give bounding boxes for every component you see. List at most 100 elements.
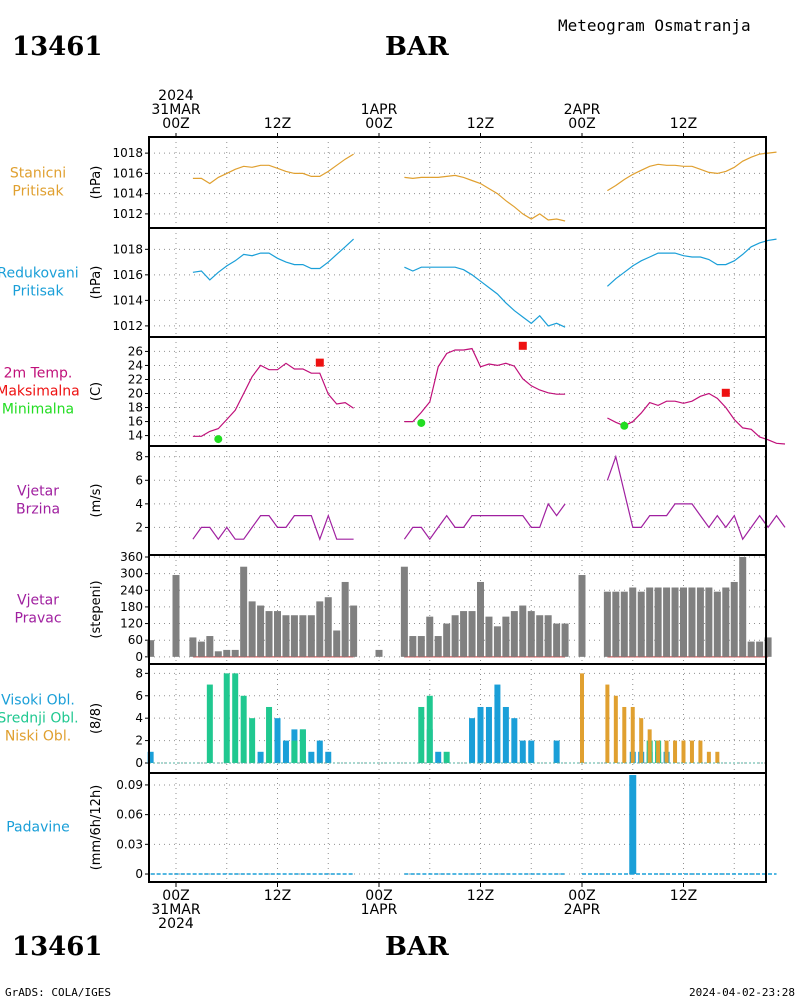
series-line-1 (192, 238, 355, 281)
wind-direction-bar (333, 630, 341, 657)
y-axis-label: (stepeni) (89, 580, 104, 638)
wind-direction-bar (316, 601, 324, 657)
cloud-bar-low-cloud (689, 740, 694, 763)
cloud-bar-low-cloud (673, 740, 678, 763)
cloud-bar-low-cloud (664, 740, 669, 763)
tmin-marker (214, 435, 223, 444)
top-time-label: 31MAR (151, 102, 200, 118)
bottom-time-label: 12Z (670, 888, 697, 904)
panel-label: Stanicni (10, 166, 66, 182)
tmin-marker (417, 418, 426, 427)
cloud-bar-low-cloud (681, 740, 686, 763)
station-id-bottom: 13461 (12, 932, 102, 962)
wind-direction-bar (730, 581, 738, 657)
y-tick-label: 6 (135, 473, 143, 487)
station-name-bottom: BAR (385, 932, 449, 962)
top-time-label: 12Z (467, 116, 494, 132)
top-time-label: 12Z (264, 116, 291, 132)
y-tick-label: 0 (135, 650, 143, 664)
wind-direction-bar (223, 649, 231, 657)
wind-direction-bar (646, 587, 654, 657)
series-line-2 (404, 174, 566, 222)
panel-label: Minimalna (2, 402, 74, 418)
cloud-bar-low-cloud (605, 684, 610, 763)
y-tick-label: 2 (135, 734, 143, 748)
bottom-time-label: 2APR (564, 902, 601, 918)
cloud-bar-high-cloud (308, 751, 315, 763)
panel-wind_direction: 0 60 120 180 240 300 360 (stepeni) Vjetar Pravac (14, 550, 772, 665)
cloud-bar-high-cloud (147, 751, 154, 763)
y-tick-label: 1016 (112, 268, 143, 282)
panel-label: Maksimalna (0, 384, 80, 400)
cloud-bar-mid-cloud (232, 673, 239, 763)
y-tick-label: 1018 (112, 146, 143, 160)
cloud-bar-mid-cloud (266, 706, 273, 763)
y-tick-label: 18 (128, 401, 143, 415)
y-tick-label: 8 (135, 666, 143, 680)
top-time-label: 2024 (158, 88, 194, 104)
panel-label: Srednji Obl. (0, 711, 79, 727)
cloud-bar-low-cloud (613, 695, 618, 763)
y-axis-label: (hPa) (89, 266, 104, 300)
panel-frame (148, 227, 767, 338)
wind-direction-bar (485, 616, 493, 657)
wind-direction-bar (375, 649, 383, 657)
panel-label: Vjetar (17, 484, 59, 500)
series-line-3 (606, 238, 777, 287)
wind-direction-bar (637, 591, 645, 657)
panel-label: Visoki Obl. (1, 693, 75, 709)
top-time-label: 00Z (365, 116, 392, 132)
wind-direction-bar (680, 587, 687, 657)
panel-station_pressure: 1012 1014 1016 1018 (hPa) Stanicni Pritisak (10, 136, 777, 229)
wind-direction-bar (603, 591, 611, 657)
wind-direction-bar (206, 636, 214, 657)
top-time-label: 12Z (670, 116, 697, 132)
wind-direction-bar (409, 636, 417, 657)
wind-direction-bar (502, 616, 510, 657)
cloud-bar-high-cloud (502, 706, 509, 763)
y-axis-label: (hPa) (89, 166, 104, 200)
wind-direction-bar (324, 597, 332, 657)
cloud-bar-mid-cloud (249, 718, 256, 763)
cloud-bar-low-cloud (698, 740, 703, 763)
wind-direction-bar (756, 641, 764, 657)
y-tick-label: 6 (135, 689, 143, 703)
series-line-2 (403, 502, 566, 541)
cloud-bar-mid-cloud (443, 751, 450, 763)
series-line-1 (192, 513, 354, 541)
wind-direction-bar (544, 615, 552, 657)
y-axis-label: (mm/6h/12h) (89, 785, 104, 871)
cloud-bar-low-cloud (580, 673, 584, 763)
y-tick-label: 26 (128, 344, 143, 358)
wind-direction-bar (231, 649, 239, 657)
y-tick-label: 1016 (112, 166, 143, 180)
series-line-3 (607, 392, 786, 445)
wind-direction-bar (493, 626, 501, 657)
cloud-bar-high-cloud (477, 706, 484, 763)
series-line-3 (607, 151, 777, 192)
wind-direction-bar (764, 637, 772, 657)
cloud-bar-low-cloud (647, 729, 652, 763)
top-time-label: 00Z (568, 116, 595, 132)
y-axis-label: (8/8) (89, 703, 104, 734)
panel-label: Pravac (14, 611, 61, 627)
panel-label: 2m Temp. (4, 366, 73, 382)
wind-direction-bar (341, 581, 349, 657)
station-name-top: BAR (385, 32, 449, 62)
y-tick-label: 0.09 (116, 778, 143, 792)
y-tick-label: 2 (135, 520, 143, 534)
y-tick-label: 240 (120, 583, 143, 597)
cloud-bar-mid-cloud (223, 673, 230, 763)
cloud-bar-high-cloud (469, 718, 476, 763)
panel-label: Vjetar (17, 593, 59, 609)
panel-label: Pritisak (12, 184, 64, 200)
y-tick-label: 0.03 (116, 837, 143, 851)
panel-precipitation: 0 0.03 0.06 0.09 (mm/6h/12h) Padavine (6, 772, 777, 883)
cloud-bar-mid-cloud (426, 695, 433, 763)
panel-label: Redukovani (0, 266, 79, 282)
y-tick-label: 0 (135, 756, 143, 770)
cloud-bar-high-cloud (553, 740, 560, 763)
y-tick-label: 1014 (112, 293, 143, 307)
